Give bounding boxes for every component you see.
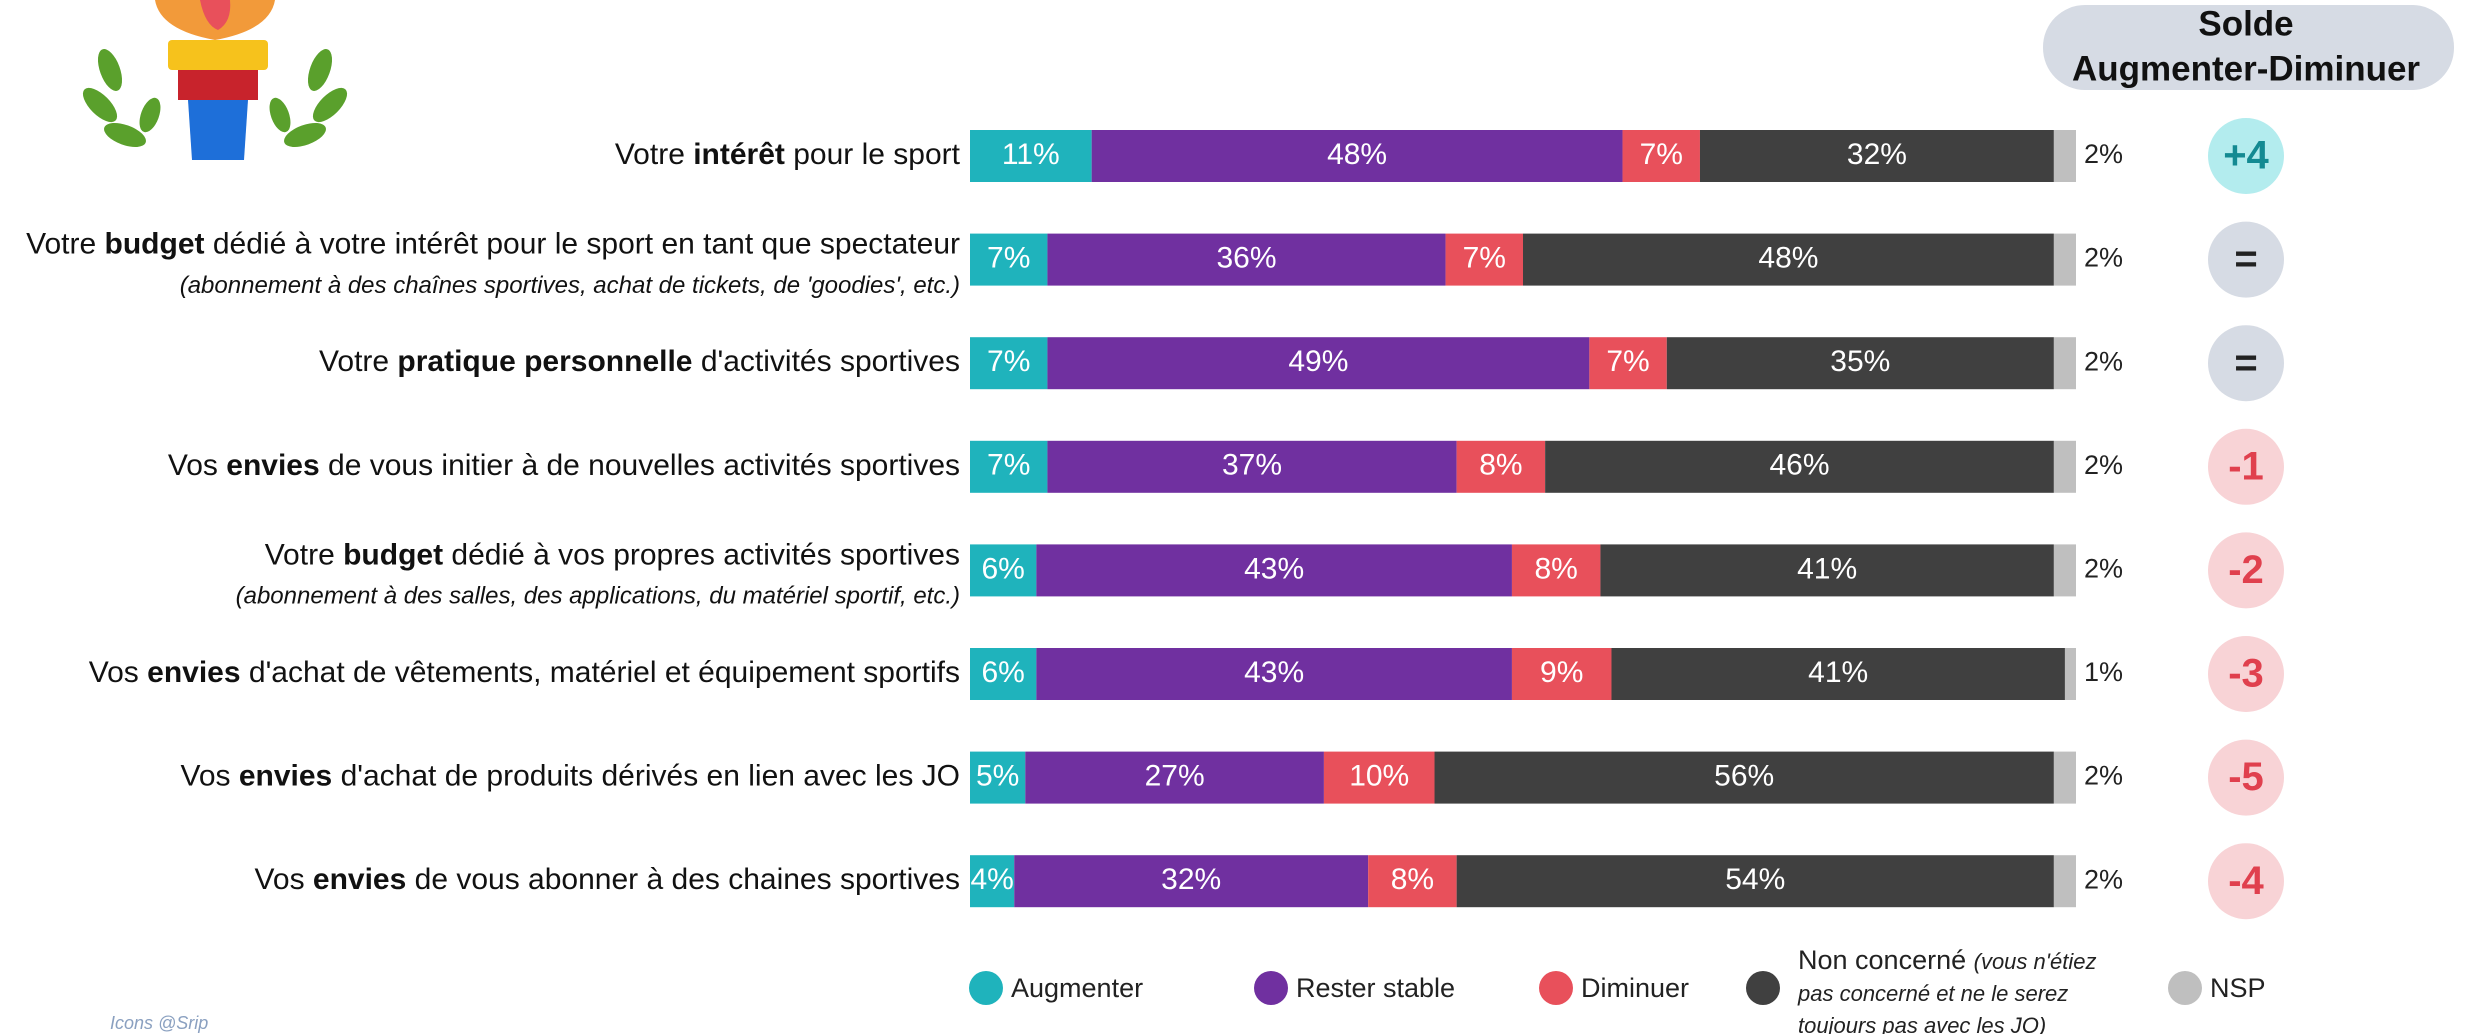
bar-segment	[2054, 337, 2076, 389]
value-label: 8%	[1391, 863, 1434, 896]
balance-label: -4	[2228, 859, 2264, 903]
value-label: 2%	[2084, 864, 2123, 894]
bar-segment	[2054, 752, 2076, 804]
legend-label: Non concerné	[1798, 945, 1966, 975]
legend-label: Diminuer	[1581, 973, 1689, 1003]
balance-label: -2	[2228, 548, 2264, 592]
balance-label: +4	[2223, 134, 2269, 178]
chart: Solde Augmenter-Diminuer Icons @Srip Vot…	[0, 0, 2466, 1034]
value-label: 7%	[987, 242, 1030, 275]
value-label: 9%	[1540, 656, 1583, 689]
value-label: 7%	[987, 345, 1030, 378]
value-label: 7%	[1606, 345, 1649, 378]
bar-segment	[2054, 441, 2076, 493]
legend-swatch	[2168, 971, 2202, 1005]
balance-label: =	[2234, 341, 2257, 385]
category-label: Votre intérêt pour le sport	[615, 138, 961, 171]
category-label: Vos envies de vous initier à de nouvelle…	[168, 449, 960, 482]
bar-segment	[2065, 648, 2076, 700]
value-label: 2%	[2084, 346, 2123, 376]
value-label: 32%	[1847, 138, 1907, 171]
category-label: Vos envies de vous abonner à des chaines…	[255, 863, 960, 896]
value-label: 36%	[1216, 242, 1276, 275]
value-label: 41%	[1797, 552, 1857, 585]
legend-entry: Non concerné (vous n'étiez pas concerné …	[1798, 945, 2128, 1034]
value-label: 4%	[970, 863, 1013, 896]
value-label: 6%	[982, 552, 1025, 585]
page: Solde Augmenter-Diminuer Icons @Srip Vot…	[0, 0, 2466, 1034]
legend-swatch	[1254, 971, 1288, 1005]
value-label: 43%	[1244, 656, 1304, 689]
value-label: 27%	[1145, 760, 1205, 793]
value-label: 48%	[1758, 242, 1818, 275]
category-label: Votre budget dédié à vos propres activit…	[265, 538, 960, 571]
value-label: 10%	[1349, 760, 1409, 793]
category-label: Vos envies d'achat de produits dérivés e…	[180, 760, 960, 793]
value-label: 8%	[1535, 552, 1578, 585]
balance-label: =	[2234, 237, 2257, 281]
value-label: 37%	[1222, 449, 1282, 482]
bar-segment	[2054, 855, 2076, 907]
legend-swatch	[1539, 971, 1573, 1005]
value-label: 7%	[1463, 242, 1506, 275]
category-note: (abonnement à des salles, des applicatio…	[236, 583, 960, 610]
bar-segment	[2054, 544, 2076, 596]
value-label: 46%	[1769, 449, 1829, 482]
value-label: 56%	[1714, 760, 1774, 793]
value-label: 32%	[1161, 863, 1221, 896]
category-label: Votre pratique personnelle d'activités s…	[319, 345, 960, 378]
value-label: 49%	[1288, 345, 1348, 378]
value-label: 1%	[2084, 657, 2123, 687]
value-label: 48%	[1327, 138, 1387, 171]
value-label: 5%	[976, 760, 1019, 793]
legend-label: Augmenter	[1011, 973, 1143, 1003]
value-label: 35%	[1830, 345, 1890, 378]
balance-label: -1	[2228, 444, 2264, 488]
credit: Icons @Srip	[110, 1013, 208, 1033]
bar-segment	[2054, 234, 2076, 286]
legend-label: NSP	[2210, 973, 2266, 1003]
value-label: 2%	[2084, 450, 2123, 480]
value-label: 11%	[1002, 138, 1060, 171]
category-note: (abonnement à des chaînes sportives, ach…	[180, 272, 960, 299]
value-label: 41%	[1808, 656, 1868, 689]
value-label: 8%	[1479, 449, 1522, 482]
balance-subtitle: Augmenter-Diminuer	[2072, 49, 2420, 88]
value-label: 43%	[1244, 552, 1304, 585]
category-label: Votre budget dédié à votre intérêt pour …	[26, 228, 960, 261]
balance-title: Solde	[2198, 4, 2293, 43]
value-label: 2%	[2084, 139, 2123, 169]
balance-label: -5	[2228, 755, 2264, 799]
value-label: 7%	[1640, 138, 1683, 171]
legend-swatch	[969, 971, 1003, 1005]
torch-icon	[77, 0, 352, 160]
legend-label: Rester stable	[1296, 973, 1455, 1003]
value-label: 2%	[2084, 554, 2123, 584]
bar-segment	[2054, 130, 2076, 182]
balance-label: -3	[2228, 652, 2264, 696]
value-label: 54%	[1725, 863, 1785, 896]
value-label: 2%	[2084, 243, 2123, 273]
value-label: 6%	[982, 656, 1025, 689]
category-label: Vos envies d'achat de vêtements, matérie…	[89, 656, 960, 689]
legend-swatch	[1746, 971, 1780, 1005]
value-label: 7%	[987, 449, 1030, 482]
value-label: 2%	[2084, 761, 2123, 791]
